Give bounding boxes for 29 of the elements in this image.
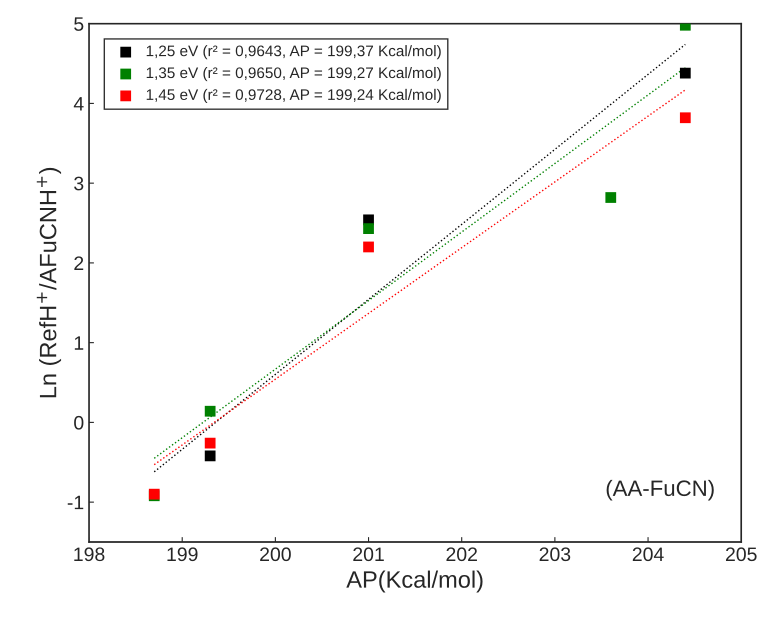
point	[204, 438, 216, 449]
point	[363, 242, 374, 252]
x-tick-label: 200	[260, 547, 291, 562]
legend-label: 1,35 eV (r² = 0,9650, AP = 199,27 Kcal/mol)	[146, 66, 441, 82]
y-tick-label: 5	[74, 17, 84, 31]
point	[204, 406, 216, 417]
x-tick-label: 198	[74, 547, 104, 562]
x-tick-label: 203	[540, 547, 570, 562]
y-axis-title: Ln (RefH$^{+}$/AFuCNH$^{+}$)	[36, 168, 62, 398]
legend-label: 1,25 eV (r² = 0,9643, AP = 199,37 Kcal/mol)	[146, 45, 441, 60]
x-tick-label: 204	[632, 547, 664, 562]
y-tick-label: 1	[74, 336, 84, 350]
x-tick-label: 202	[446, 547, 477, 562]
x-tick-label: 199	[167, 547, 198, 562]
y-tick-label: 3	[74, 176, 84, 190]
point	[204, 450, 216, 462]
y-tick-label: 4	[74, 97, 84, 110]
x-axis-title: AP(Kcal/mol)	[346, 570, 483, 593]
point	[680, 112, 691, 124]
y-tick-label: 0	[74, 416, 84, 430]
x-tick-label: 201	[353, 547, 384, 562]
y-tick-label: 2	[74, 256, 84, 270]
x-tick-label: 205	[726, 547, 757, 562]
point	[363, 223, 374, 234]
legend-label: 1,45 eV (r² = 0,9728, AP = 199,24 Kcal/mol)	[146, 88, 441, 104]
point	[680, 68, 691, 78]
annotation: (AA-FuCN)	[606, 480, 714, 501]
y-tick-label: -1	[68, 496, 84, 510]
point	[605, 192, 616, 203]
